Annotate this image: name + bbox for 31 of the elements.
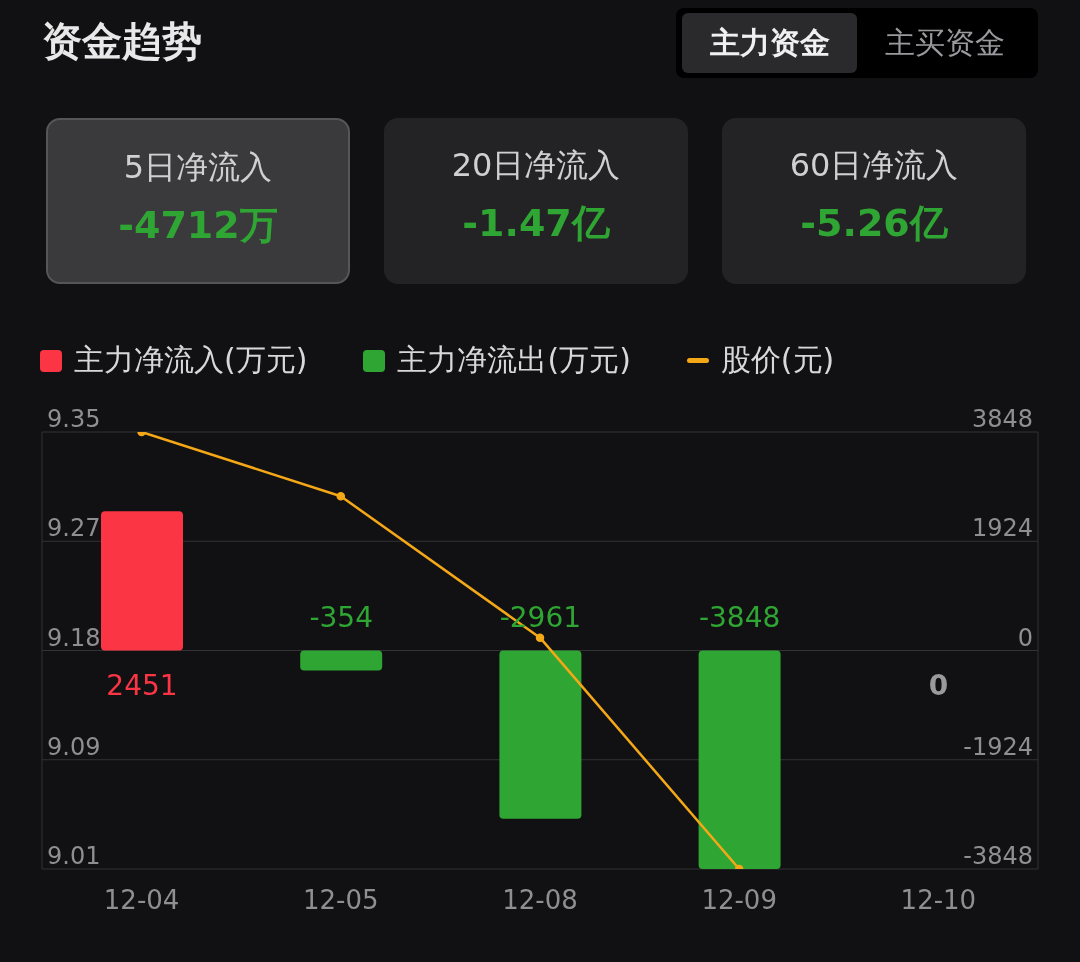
data-label: -354 [309,600,373,634]
y-tick-label: 9.18 [47,623,101,652]
y2-tick-label: 1924 [971,514,1033,543]
y2-tick-label: 3848 [971,405,1033,433]
legend-label: 股价(元) [720,341,835,379]
text: -4712万 [117,202,279,249]
data-label: -3848 [698,600,781,634]
y-tick-label: 9.35 [47,405,101,433]
y2-tick-label: -3848 [963,842,1033,870]
text: 60日净流入 [788,145,960,186]
y-tick-label: 9.09 [47,732,101,761]
chart-title: 资金趋势 [42,17,202,66]
y2-tick-label: -1924 [963,732,1033,761]
text: 主力资金 [682,13,857,73]
x-tick-label: 12-04 [103,885,180,916]
data-label: 2451 [106,668,178,702]
annotation: 0 [928,668,949,702]
x-tick-label: 12-10 [900,885,977,916]
y-tick-label: 9.27 [47,514,101,543]
text: 主买资金 [883,23,1006,62]
y-tick-label: 9.01 [47,842,101,870]
x-tick-label: 12-05 [303,885,379,916]
legend-label: 主力净流出(万元) [397,341,631,379]
text: -1.47亿 [461,200,611,247]
text: 20日净流入 [450,145,622,186]
text: 5日净流入 [122,147,274,188]
x-tick-label: 12-08 [502,885,578,916]
text: -5.26亿 [799,200,949,247]
y2-tick-label: 0 [1017,623,1033,652]
legend-label: 主力净流入(万元) [74,341,308,379]
x-tick-label: 12-09 [701,885,777,916]
